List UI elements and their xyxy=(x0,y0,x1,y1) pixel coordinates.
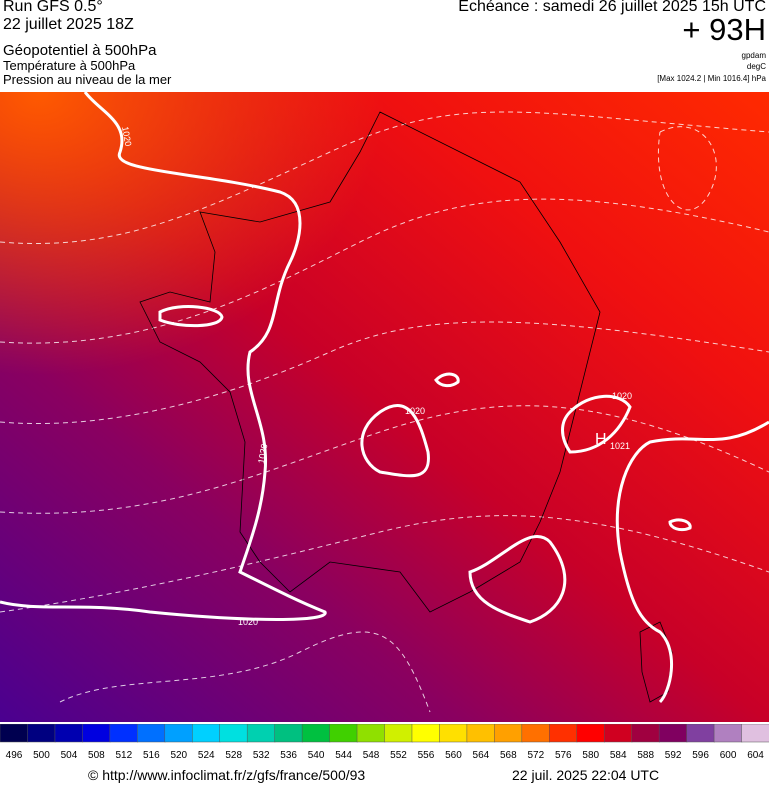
scale-label: 508 xyxy=(88,750,105,761)
color-cell xyxy=(686,724,715,743)
scale-label: 496 xyxy=(6,750,23,761)
color-cell xyxy=(137,724,166,743)
scale-label: 516 xyxy=(143,750,160,761)
color-cell xyxy=(713,724,743,743)
scale-label: 524 xyxy=(198,750,215,761)
scale-label: 584 xyxy=(610,750,627,761)
color-cell xyxy=(741,724,769,743)
run-title: Run GFS 0.5° xyxy=(3,0,103,15)
color-cell xyxy=(658,724,688,743)
scale-label: 536 xyxy=(280,750,297,761)
geopotential-contours xyxy=(0,111,769,713)
color-cell xyxy=(384,724,413,743)
high-symbol: H xyxy=(595,431,607,448)
color-cell xyxy=(192,724,221,743)
color-cell xyxy=(274,724,303,743)
scale-label: 564 xyxy=(473,750,490,761)
isobar-label: 1020 xyxy=(238,617,258,627)
color-cell xyxy=(27,724,56,743)
scale-label: 588 xyxy=(637,750,654,761)
color-scale: 496 500 504 508 512 516 520 524 528 532 536 540 544 5… xyxy=(0,724,769,761)
color-cell xyxy=(54,724,84,743)
color-cell xyxy=(329,724,358,743)
unit: gpdam xyxy=(741,51,766,60)
color-cell xyxy=(164,724,194,743)
color-cell xyxy=(246,724,276,743)
color-cell xyxy=(219,724,248,743)
scale-label: 580 xyxy=(582,750,599,761)
scale-label: 576 xyxy=(555,750,572,761)
color-cell xyxy=(82,724,111,743)
high-value: 1021 xyxy=(610,441,630,451)
scale-label: 520 xyxy=(170,750,187,761)
color-cell xyxy=(521,724,551,743)
color-cell xyxy=(631,724,660,743)
isobar-label: 1020 xyxy=(256,443,269,464)
color-cell xyxy=(109,724,139,743)
scale-label: 548 xyxy=(363,750,380,761)
color-cell xyxy=(0,724,29,743)
color-cell xyxy=(576,724,605,743)
forecast-time: Echéance : samedi 26 juillet 2025 15h UT… xyxy=(458,0,766,15)
isobar-label: 1020 xyxy=(120,126,133,147)
scale-label: 500 xyxy=(33,750,50,761)
scale-label: 592 xyxy=(665,750,682,761)
scale-label: 556 xyxy=(418,750,435,761)
color-cell xyxy=(603,724,633,743)
color-cell xyxy=(411,724,441,743)
unit: degC xyxy=(746,62,766,71)
run-date: 22 juillet 2025 18Z xyxy=(3,16,134,33)
map: 1020 1020 1020 1020 1020 H 1021 xyxy=(0,92,769,722)
scale-label: 604 xyxy=(747,750,764,761)
scale-label: 552 xyxy=(390,750,407,761)
color-cell xyxy=(466,724,496,743)
scale-label: 528 xyxy=(225,750,242,761)
coastline xyxy=(139,111,673,703)
layer-name: Pression au niveau de la mer xyxy=(3,72,172,87)
layer-name: Température à 500hPa xyxy=(3,58,136,73)
isobars xyxy=(0,92,769,704)
layer-name: Géopotentiel à 500hPa xyxy=(3,42,157,59)
color-cell xyxy=(549,724,578,743)
isobar-label: 1020 xyxy=(405,406,425,416)
isobar-label: 1020 xyxy=(612,391,632,401)
scale-label: 568 xyxy=(500,750,517,761)
color-cell xyxy=(301,724,331,743)
scale-label: 512 xyxy=(116,750,133,761)
color-cell xyxy=(356,724,386,743)
scale-label: 544 xyxy=(335,750,352,761)
lead-time: + 93H xyxy=(682,12,766,47)
color-cell xyxy=(494,724,523,743)
scale-label: 560 xyxy=(445,750,462,761)
color-cell xyxy=(439,724,468,743)
scale-label: 504 xyxy=(61,750,78,761)
source-url: © http://www.infoclimat.fr/z/gfs/france/… xyxy=(88,767,366,783)
scale-label: 572 xyxy=(527,750,544,761)
scale-label: 596 xyxy=(692,750,709,761)
timestamp: 22 juil. 2025 22:04 UTC xyxy=(512,767,660,783)
scale-label: 600 xyxy=(720,750,737,761)
scale-label: 540 xyxy=(308,750,325,761)
scale-label: 532 xyxy=(253,750,270,761)
unit: [Max 1024.2 | Min 1016.4] hPa xyxy=(657,74,766,83)
